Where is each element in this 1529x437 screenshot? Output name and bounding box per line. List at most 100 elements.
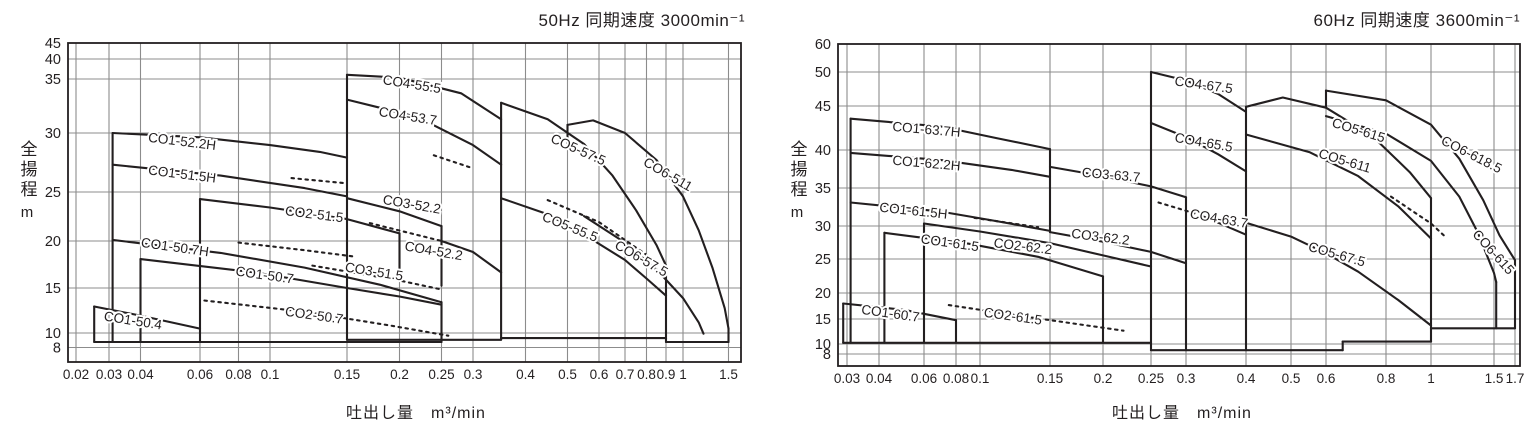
x-tick-label: 0.7: [616, 367, 635, 382]
chart-title-50hz: 50Hz 同期速度 3000min⁻¹: [538, 11, 745, 30]
curve-CO1-60.7: [842, 302, 958, 322]
curve-label: CO4-65.5: [1174, 130, 1234, 155]
curve-boundary: [1157, 201, 1201, 216]
curve-label: CO4-55.5: [382, 72, 442, 96]
curve-boundary: [368, 222, 443, 243]
y-tick-label: 35: [815, 181, 831, 197]
y-tick-label: 40: [45, 52, 61, 68]
x-tick-label: 0.03: [834, 371, 860, 386]
x-tick-label: 0.06: [911, 371, 937, 386]
curve-label: CO1-62.2H: [892, 153, 961, 174]
x-tick-label: 0.8: [637, 367, 656, 382]
curve-label: CO3-62.2: [1071, 226, 1131, 248]
x-tick-label: 1.7: [1506, 371, 1525, 386]
x-tick-label: 0.2: [1094, 371, 1113, 386]
x-axis-label-60hz: 吐出し量 m³/min: [1112, 405, 1252, 422]
curve-label: CO5-55.5: [540, 209, 600, 245]
curve-label: CO2-61.5: [983, 305, 1043, 328]
y-tick-label: 8: [53, 341, 61, 357]
x-tick-label: 0.04: [127, 367, 154, 382]
y-tick-label: 15: [45, 281, 61, 297]
y-axis-label-60hz: 全揚程 m: [782, 140, 812, 221]
x-tick-label: 0.1: [261, 367, 280, 382]
x-tick-label: 0.5: [558, 367, 577, 382]
x-tick-label: 0.1: [971, 371, 990, 386]
y-tick-label: 30: [45, 126, 61, 142]
curve-label: CO4-52.2: [404, 238, 464, 263]
curve-CO1-61.5: [883, 231, 1105, 278]
curve-label: CO1-60.7: [860, 302, 920, 325]
x-tick-label: 0.25: [1138, 371, 1164, 386]
x-tick-label: 0.9: [657, 367, 676, 382]
curve-label: CO4-63.7: [1189, 206, 1249, 231]
x-tick-label: 0.08: [225, 367, 251, 382]
y-axis-unit: m: [790, 204, 804, 221]
curve-CO3-51.5: [311, 264, 443, 291]
y-tick-label: 50: [815, 65, 831, 81]
curve-label: CO5-67.5: [1307, 239, 1367, 270]
curve-CO2-61.5: [947, 304, 1125, 332]
curve-CO5-67.5: [1244, 221, 1433, 327]
plot-frame: [67, 42, 742, 363]
x-tick-label: 0.15: [1037, 371, 1063, 386]
x-tick-label: 0.15: [334, 367, 360, 382]
chart-title-60hz: 60Hz 同期速度 3600min⁻¹: [1313, 11, 1520, 30]
curve-CO4-65.5: [1149, 121, 1248, 173]
curve-CO1-63.7H: [849, 117, 1052, 151]
x-tick-label: 0.04: [866, 371, 893, 386]
curve-CO1-51.5H: [111, 163, 349, 198]
x-tick-label: 1: [1427, 371, 1435, 386]
curve-CO4-52.2: [440, 239, 503, 274]
curve-label: CO5-615: [1330, 115, 1387, 145]
curve-label: CO4-67.5: [1174, 73, 1234, 96]
curve-label: CO1-51.5H: [147, 162, 217, 185]
curve-CO3-52.2: [345, 197, 443, 228]
x-axis-label-50hz: 吐出し量 m³/min: [346, 405, 486, 422]
x-tick-label: 0.08: [943, 371, 969, 386]
curve-CO5-611: [1244, 133, 1433, 240]
y-axis-label-50hz: 全揚程 m: [12, 140, 42, 221]
curve-boundary: [290, 177, 346, 185]
y-tick-label: 30: [815, 219, 831, 235]
x-tick-label: 0.02: [63, 367, 89, 382]
y-tick-label: 25: [45, 185, 61, 201]
curve-CO4-53.7: [345, 98, 503, 166]
x-tick-label: 0.3: [1177, 371, 1196, 386]
curve-label: CO2-51.5: [284, 203, 344, 225]
y-tick-label: 25: [815, 252, 831, 268]
x-tick-label: 0.06: [187, 367, 213, 382]
curve-CO4-67.5: [1149, 70, 1248, 113]
curve-CO6-615: [1324, 115, 1498, 284]
y-tick-label: 10: [45, 326, 61, 342]
curve-label: CO1-61.5H: [879, 200, 948, 222]
curve-CO2-62.2: [922, 222, 1153, 268]
x-tick-label: 0.4: [1237, 371, 1256, 386]
x-tick-label: 0.3: [464, 367, 483, 382]
curve-CO6-511: [566, 119, 730, 330]
curve-boundary: [546, 199, 664, 267]
curve-CO1-52.2H: [111, 131, 349, 159]
curve-label: CO6-511: [641, 154, 695, 194]
y-axis-unit: m: [20, 204, 34, 221]
y-tick-label: 45: [815, 99, 831, 115]
y-axis-label-text: 全揚程: [17, 140, 37, 200]
y-tick-label: 40: [815, 143, 831, 159]
y-tick-label: 45: [45, 36, 61, 52]
x-tick-label: 0.6: [1317, 371, 1336, 386]
y-tick-label: 20: [45, 234, 61, 250]
y-tick-label: 15: [815, 312, 831, 328]
x-tick-label: 1: [679, 367, 687, 382]
curve-label: CO3-51.5: [344, 260, 404, 284]
curve-label: CO1-63.7H: [892, 119, 961, 140]
x-tick-label: 0.03: [96, 367, 122, 382]
curve-CO6-57.5: [582, 215, 705, 335]
curve-CO2-50.7: [203, 299, 450, 337]
curve-label: CO1-61.5: [920, 231, 980, 254]
curve-CO2-51.5: [198, 198, 401, 235]
curve-CO1-62.2H: [849, 151, 1052, 178]
y-tick-label: 10: [815, 337, 831, 353]
x-tick-label: 1.5: [719, 367, 738, 382]
curve-CO6-618.5: [1324, 89, 1517, 262]
